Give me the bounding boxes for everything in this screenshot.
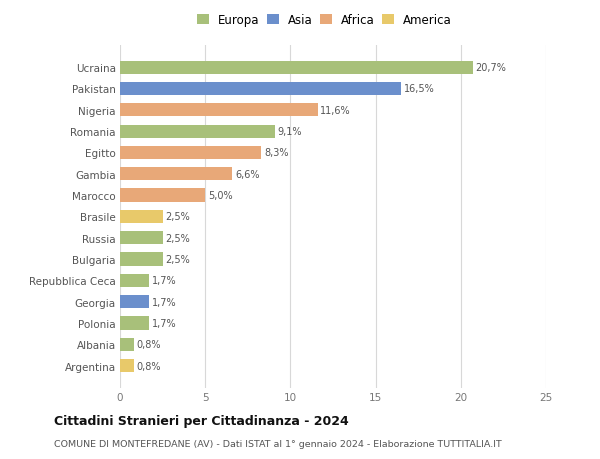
Text: 5,0%: 5,0% <box>208 190 232 201</box>
Text: 20,7%: 20,7% <box>475 63 506 73</box>
Text: 2,5%: 2,5% <box>165 233 190 243</box>
Text: 9,1%: 9,1% <box>278 127 302 137</box>
Bar <box>120 189 205 202</box>
Legend: Europa, Asia, Africa, America: Europa, Asia, Africa, America <box>197 14 452 27</box>
Text: Cittadini Stranieri per Cittadinanza - 2024: Cittadini Stranieri per Cittadinanza - 2… <box>54 414 349 428</box>
Text: 2,5%: 2,5% <box>165 254 190 264</box>
Bar <box>120 274 149 287</box>
Bar <box>120 83 401 96</box>
Bar <box>120 295 149 308</box>
Bar <box>120 168 232 181</box>
Bar <box>120 253 163 266</box>
Bar <box>120 62 473 75</box>
Text: 1,7%: 1,7% <box>152 318 176 328</box>
Text: 0,8%: 0,8% <box>136 361 161 371</box>
Bar <box>120 104 317 117</box>
Bar <box>120 210 163 224</box>
Bar <box>120 317 149 330</box>
Text: 2,5%: 2,5% <box>165 212 190 222</box>
Text: 8,3%: 8,3% <box>264 148 289 158</box>
Text: 1,7%: 1,7% <box>152 276 176 285</box>
Bar <box>120 231 163 245</box>
Text: 0,8%: 0,8% <box>136 340 161 349</box>
Bar <box>120 146 262 160</box>
Text: 6,6%: 6,6% <box>235 169 260 179</box>
Text: COMUNE DI MONTEFREDANE (AV) - Dati ISTAT al 1° gennaio 2024 - Elaborazione TUTTI: COMUNE DI MONTEFREDANE (AV) - Dati ISTAT… <box>54 439 502 448</box>
Bar <box>120 125 275 139</box>
Text: 16,5%: 16,5% <box>404 84 434 94</box>
Text: 11,6%: 11,6% <box>320 106 351 116</box>
Bar <box>120 338 134 351</box>
Bar <box>120 359 134 372</box>
Text: 1,7%: 1,7% <box>152 297 176 307</box>
